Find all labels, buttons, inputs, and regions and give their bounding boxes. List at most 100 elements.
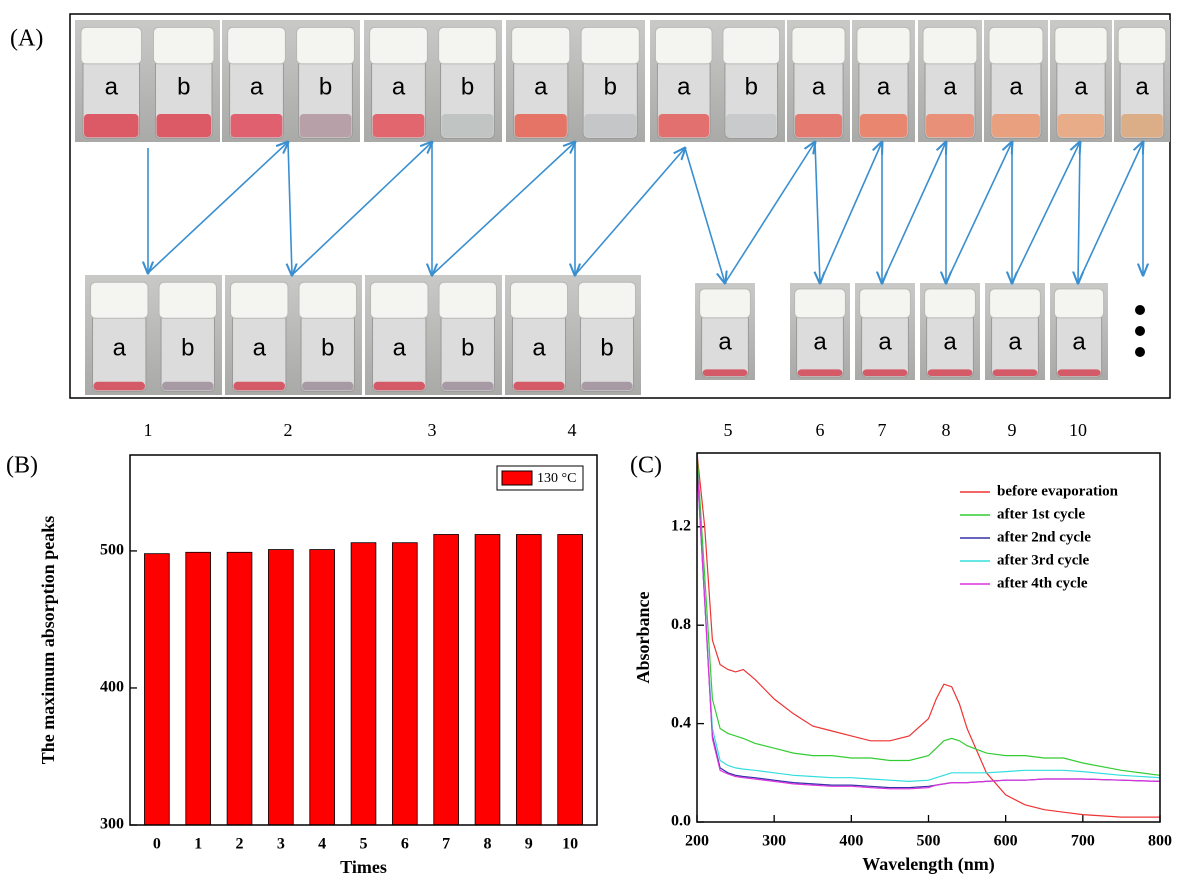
legend-label: 130 °C bbox=[537, 471, 576, 486]
vial-liquid bbox=[162, 382, 213, 391]
vial-letter: a bbox=[105, 74, 119, 101]
x-tick-label: 0 bbox=[153, 836, 161, 853]
axes-frame bbox=[697, 453, 1160, 822]
vial-letter: a bbox=[1135, 74, 1149, 101]
vial-cap bbox=[1055, 27, 1107, 64]
step-label: 1 bbox=[144, 420, 153, 440]
vial-letter: a bbox=[943, 328, 957, 355]
vial-letter: a bbox=[532, 335, 546, 362]
y-tick-label: 500 bbox=[100, 542, 124, 559]
cycle-arrow bbox=[575, 148, 685, 275]
vial-liquid bbox=[798, 369, 843, 376]
vial-liquid bbox=[993, 369, 1038, 376]
bar bbox=[186, 552, 211, 825]
vial-cap bbox=[81, 27, 142, 64]
vial-liquid bbox=[926, 114, 974, 137]
vial-letter: a bbox=[943, 74, 957, 101]
vial-cap bbox=[371, 282, 428, 318]
step-label: 3 bbox=[428, 420, 437, 440]
cycle-arrow bbox=[288, 142, 292, 275]
vial-cap bbox=[581, 27, 639, 64]
cycle-arrow bbox=[1012, 142, 1080, 283]
vial-liquid bbox=[992, 114, 1040, 137]
x-tick-label: 600 bbox=[994, 833, 1018, 850]
vial-cap bbox=[231, 282, 288, 318]
vial-cap bbox=[989, 27, 1043, 64]
vial-liquid bbox=[94, 382, 145, 391]
y-tick-label: 300 bbox=[100, 816, 124, 833]
ellipsis-dot bbox=[1135, 347, 1145, 357]
vial-liquid bbox=[1121, 114, 1163, 137]
x-tick-label: 500 bbox=[917, 833, 941, 850]
vial-cap bbox=[578, 282, 635, 318]
cycle-arrow bbox=[815, 142, 820, 283]
vial-liquid bbox=[302, 382, 353, 391]
vial-liquid bbox=[442, 382, 493, 391]
x-tick-label: 400 bbox=[839, 833, 863, 850]
y-tick-label: 0.0 bbox=[671, 813, 691, 830]
y-tick-label: 1.2 bbox=[671, 517, 691, 534]
cycle-arrow bbox=[946, 142, 1012, 283]
cycle-arrow bbox=[685, 148, 725, 283]
cycle-arrow bbox=[1078, 142, 1080, 283]
vial-letter: b bbox=[745, 74, 758, 101]
vial-cap bbox=[297, 27, 355, 64]
panel-label: (B) bbox=[6, 453, 38, 479]
vial-liquid bbox=[795, 114, 842, 137]
x-axis-label: Times bbox=[340, 857, 387, 877]
cycle-arrow bbox=[432, 142, 575, 275]
vial-liquid bbox=[928, 369, 973, 376]
cycle-arrow bbox=[292, 142, 432, 275]
vial-cap bbox=[228, 27, 286, 64]
y-axis-label: The maximum absorption peaks bbox=[38, 516, 58, 765]
vial-letter: a bbox=[393, 335, 407, 362]
vial-cap bbox=[91, 282, 148, 318]
ellipsis-dot bbox=[1135, 326, 1145, 336]
y-axis-label: Absorbance bbox=[633, 591, 653, 683]
x-tick-label: 9 bbox=[525, 836, 533, 853]
vial-cap bbox=[299, 282, 356, 318]
vial-letter: a bbox=[878, 328, 892, 355]
vial-liquid bbox=[1057, 369, 1100, 376]
y-tick-label: 0.8 bbox=[671, 616, 691, 633]
vial-cap bbox=[990, 289, 1041, 318]
ellipsis-dot bbox=[1135, 305, 1145, 315]
vial-liquid bbox=[513, 382, 564, 391]
cycle-arrow bbox=[148, 142, 288, 273]
vial-liquid bbox=[860, 114, 907, 137]
legend-label: after 1st cycle bbox=[997, 506, 1085, 522]
vial-letter: b bbox=[181, 335, 194, 362]
vial-cap bbox=[795, 289, 846, 318]
step-label: 9 bbox=[1008, 420, 1017, 440]
bar bbox=[475, 534, 500, 825]
vial-liquid bbox=[234, 382, 285, 391]
vial-cap bbox=[860, 289, 911, 318]
vial-liquid bbox=[442, 114, 494, 137]
vial-letter: b bbox=[604, 74, 617, 101]
vial-cap bbox=[370, 27, 428, 64]
x-tick-label: 1 bbox=[194, 836, 202, 853]
series-line bbox=[697, 465, 1160, 787]
vial-letter: b bbox=[319, 74, 332, 101]
vial-letter: b bbox=[461, 335, 474, 362]
x-tick-label: 200 bbox=[685, 833, 709, 850]
series-line bbox=[697, 453, 1160, 775]
bar bbox=[434, 534, 459, 825]
vial-liquid bbox=[373, 114, 425, 137]
panel-label: (C) bbox=[630, 453, 662, 479]
vial-letter: b bbox=[461, 74, 474, 101]
vial-letter: a bbox=[250, 74, 264, 101]
legend-label: after 4th cycle bbox=[997, 575, 1088, 591]
vial-letter: b bbox=[321, 335, 334, 362]
vial-letter: a bbox=[718, 328, 732, 355]
vial-letter: a bbox=[113, 335, 127, 362]
bar bbox=[227, 552, 252, 825]
vial-letter: b bbox=[177, 74, 190, 101]
vial-cap bbox=[925, 289, 976, 318]
bar bbox=[310, 550, 335, 825]
bar bbox=[351, 543, 376, 825]
vial-cap bbox=[439, 282, 496, 318]
vial-liquid bbox=[156, 114, 211, 137]
series-line bbox=[697, 465, 1160, 789]
page: (A)abababababaaaaaaababababaaaaaa1234567… bbox=[0, 0, 1177, 879]
